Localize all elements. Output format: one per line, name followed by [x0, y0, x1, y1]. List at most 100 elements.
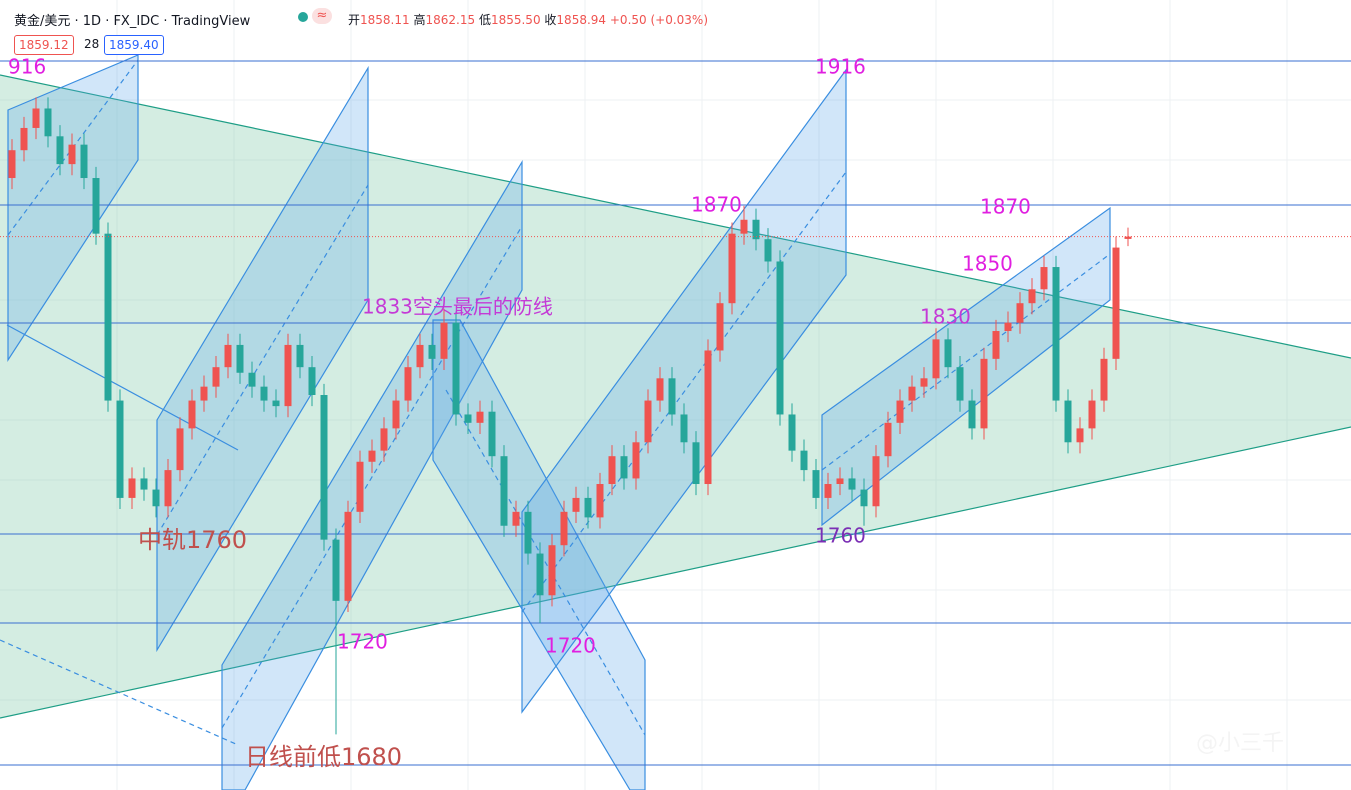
candle-body — [980, 358, 988, 429]
candle-body — [104, 233, 112, 401]
candle-body — [800, 450, 808, 471]
legend-change: +0.50 (+0.03%) — [609, 13, 709, 27]
candle-body — [428, 344, 436, 359]
candle-body — [152, 489, 160, 507]
annotation: 1916 — [815, 55, 866, 79]
annotation: 1833空头最后的防线 — [362, 295, 553, 319]
candle-body — [608, 456, 616, 485]
candle-body — [764, 239, 772, 262]
candle-body — [680, 414, 688, 443]
candle-body — [80, 144, 88, 179]
candle-body — [164, 470, 172, 507]
candle-body — [620, 456, 628, 479]
candle-body — [8, 150, 16, 179]
candle-body — [944, 339, 952, 368]
candle-body — [344, 511, 352, 601]
candle-body — [836, 478, 844, 485]
candle-body — [572, 497, 580, 512]
status-dot — [298, 12, 308, 22]
candle-body — [188, 400, 196, 429]
candle-body — [176, 428, 184, 471]
candle-body — [1076, 428, 1084, 443]
candle-body — [20, 127, 28, 151]
candle-body — [500, 456, 508, 526]
annotation: 1720 — [545, 634, 596, 658]
candle-body — [848, 478, 856, 490]
candle-body — [464, 414, 472, 423]
candle-body — [140, 478, 148, 490]
legend-value: 1855.50 — [490, 13, 541, 27]
candle-body — [1004, 322, 1012, 332]
candle-body — [116, 400, 124, 498]
candle-body — [788, 414, 796, 451]
candle-body — [704, 350, 712, 485]
spread: 28 — [84, 37, 100, 51]
candle-body — [296, 344, 304, 368]
candle-body — [368, 450, 376, 462]
candle-body — [248, 372, 256, 387]
annotation: 916 — [8, 55, 46, 79]
annotation: 1870 — [980, 195, 1031, 219]
candle-body — [452, 322, 460, 415]
candle-body — [1028, 289, 1036, 304]
candle-body — [968, 400, 976, 429]
candle-body — [392, 400, 400, 429]
annotation: 1850 — [962, 252, 1013, 276]
annotation: 1760 — [815, 524, 866, 548]
candle-body — [128, 478, 136, 498]
candle-body — [56, 136, 64, 165]
candle-body — [896, 400, 904, 423]
candle-body — [212, 367, 220, 387]
legend-label: 高 — [413, 13, 426, 27]
candle-body — [956, 367, 964, 401]
candle-body — [692, 442, 700, 485]
candle-body — [1064, 400, 1072, 443]
candle-body — [596, 484, 604, 518]
candle-body — [476, 411, 484, 423]
candle-body — [644, 400, 652, 443]
candle-body — [488, 411, 496, 457]
candle-body — [632, 442, 640, 479]
candle-body — [512, 511, 520, 526]
candle-body — [332, 539, 340, 601]
candle-body — [776, 261, 784, 415]
candle-body — [884, 422, 892, 457]
candle-body — [1016, 303, 1024, 323]
candle-body — [1100, 358, 1108, 401]
candle-body — [992, 331, 1000, 359]
candles — [8, 97, 1132, 735]
candle-body — [356, 461, 364, 512]
candle-body — [584, 497, 592, 518]
annotation: 1830 — [920, 305, 971, 329]
buy-button[interactable]: 1859.40 — [104, 35, 164, 55]
symbol-title[interactable]: 黄金/美元 · 1D · FX_IDC · TradingView — [14, 14, 251, 29]
candle-body — [560, 511, 568, 546]
candle-body — [440, 322, 448, 359]
candle-body — [44, 108, 52, 137]
candle-body — [416, 344, 424, 368]
annotation: @小三千 — [1196, 731, 1284, 756]
candle-body — [716, 303, 724, 351]
candle-body — [656, 378, 664, 401]
candle-body — [1052, 267, 1060, 401]
candle-body — [200, 386, 208, 401]
sell-button[interactable]: 1859.12 — [14, 35, 74, 55]
status-pill: ≈ — [312, 8, 332, 24]
candle-body — [860, 489, 868, 507]
candle-body — [236, 344, 244, 373]
candle-body — [908, 386, 916, 401]
header: 黄金/美元 · 1D · FX_IDC · TradingView ≈ 开185… — [0, 0, 1351, 60]
annotation: 日线前低1680 — [245, 743, 402, 771]
candle-body — [740, 219, 748, 234]
candle-body — [1112, 247, 1120, 359]
candle-body — [32, 108, 40, 128]
legend-value: 1858.11 — [360, 13, 410, 27]
candle-body — [872, 456, 880, 507]
ohlc-legend: 开1858.11 高1862.15 低1855.50 收1858.94 +0.5… — [348, 11, 708, 28]
legend-label: 开 — [348, 13, 361, 27]
legend-label: 低 — [478, 13, 491, 27]
candle-body — [1040, 267, 1048, 290]
candle-body — [320, 395, 328, 540]
